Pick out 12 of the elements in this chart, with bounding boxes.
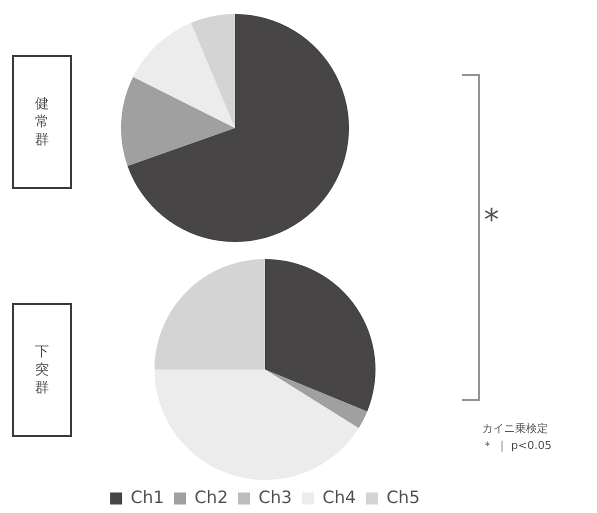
legend-label: Ch4 (322, 488, 356, 508)
slice-label: 下突群 (35, 343, 49, 397)
slice-label: 健常群 (35, 95, 49, 149)
label-frame: 健常群 (12, 55, 72, 189)
legend-label: Ch2 (194, 488, 228, 508)
legend-label: Ch1 (130, 488, 164, 508)
legend-label: Ch5 (386, 488, 420, 508)
legend-label: Ch3 (258, 488, 292, 508)
text: ＊ ｜ p<0.05 (482, 438, 552, 453)
text: カイニ乗検定 (482, 421, 548, 436)
label-frame: 下突群 (12, 303, 72, 437)
text: * (484, 203, 499, 238)
